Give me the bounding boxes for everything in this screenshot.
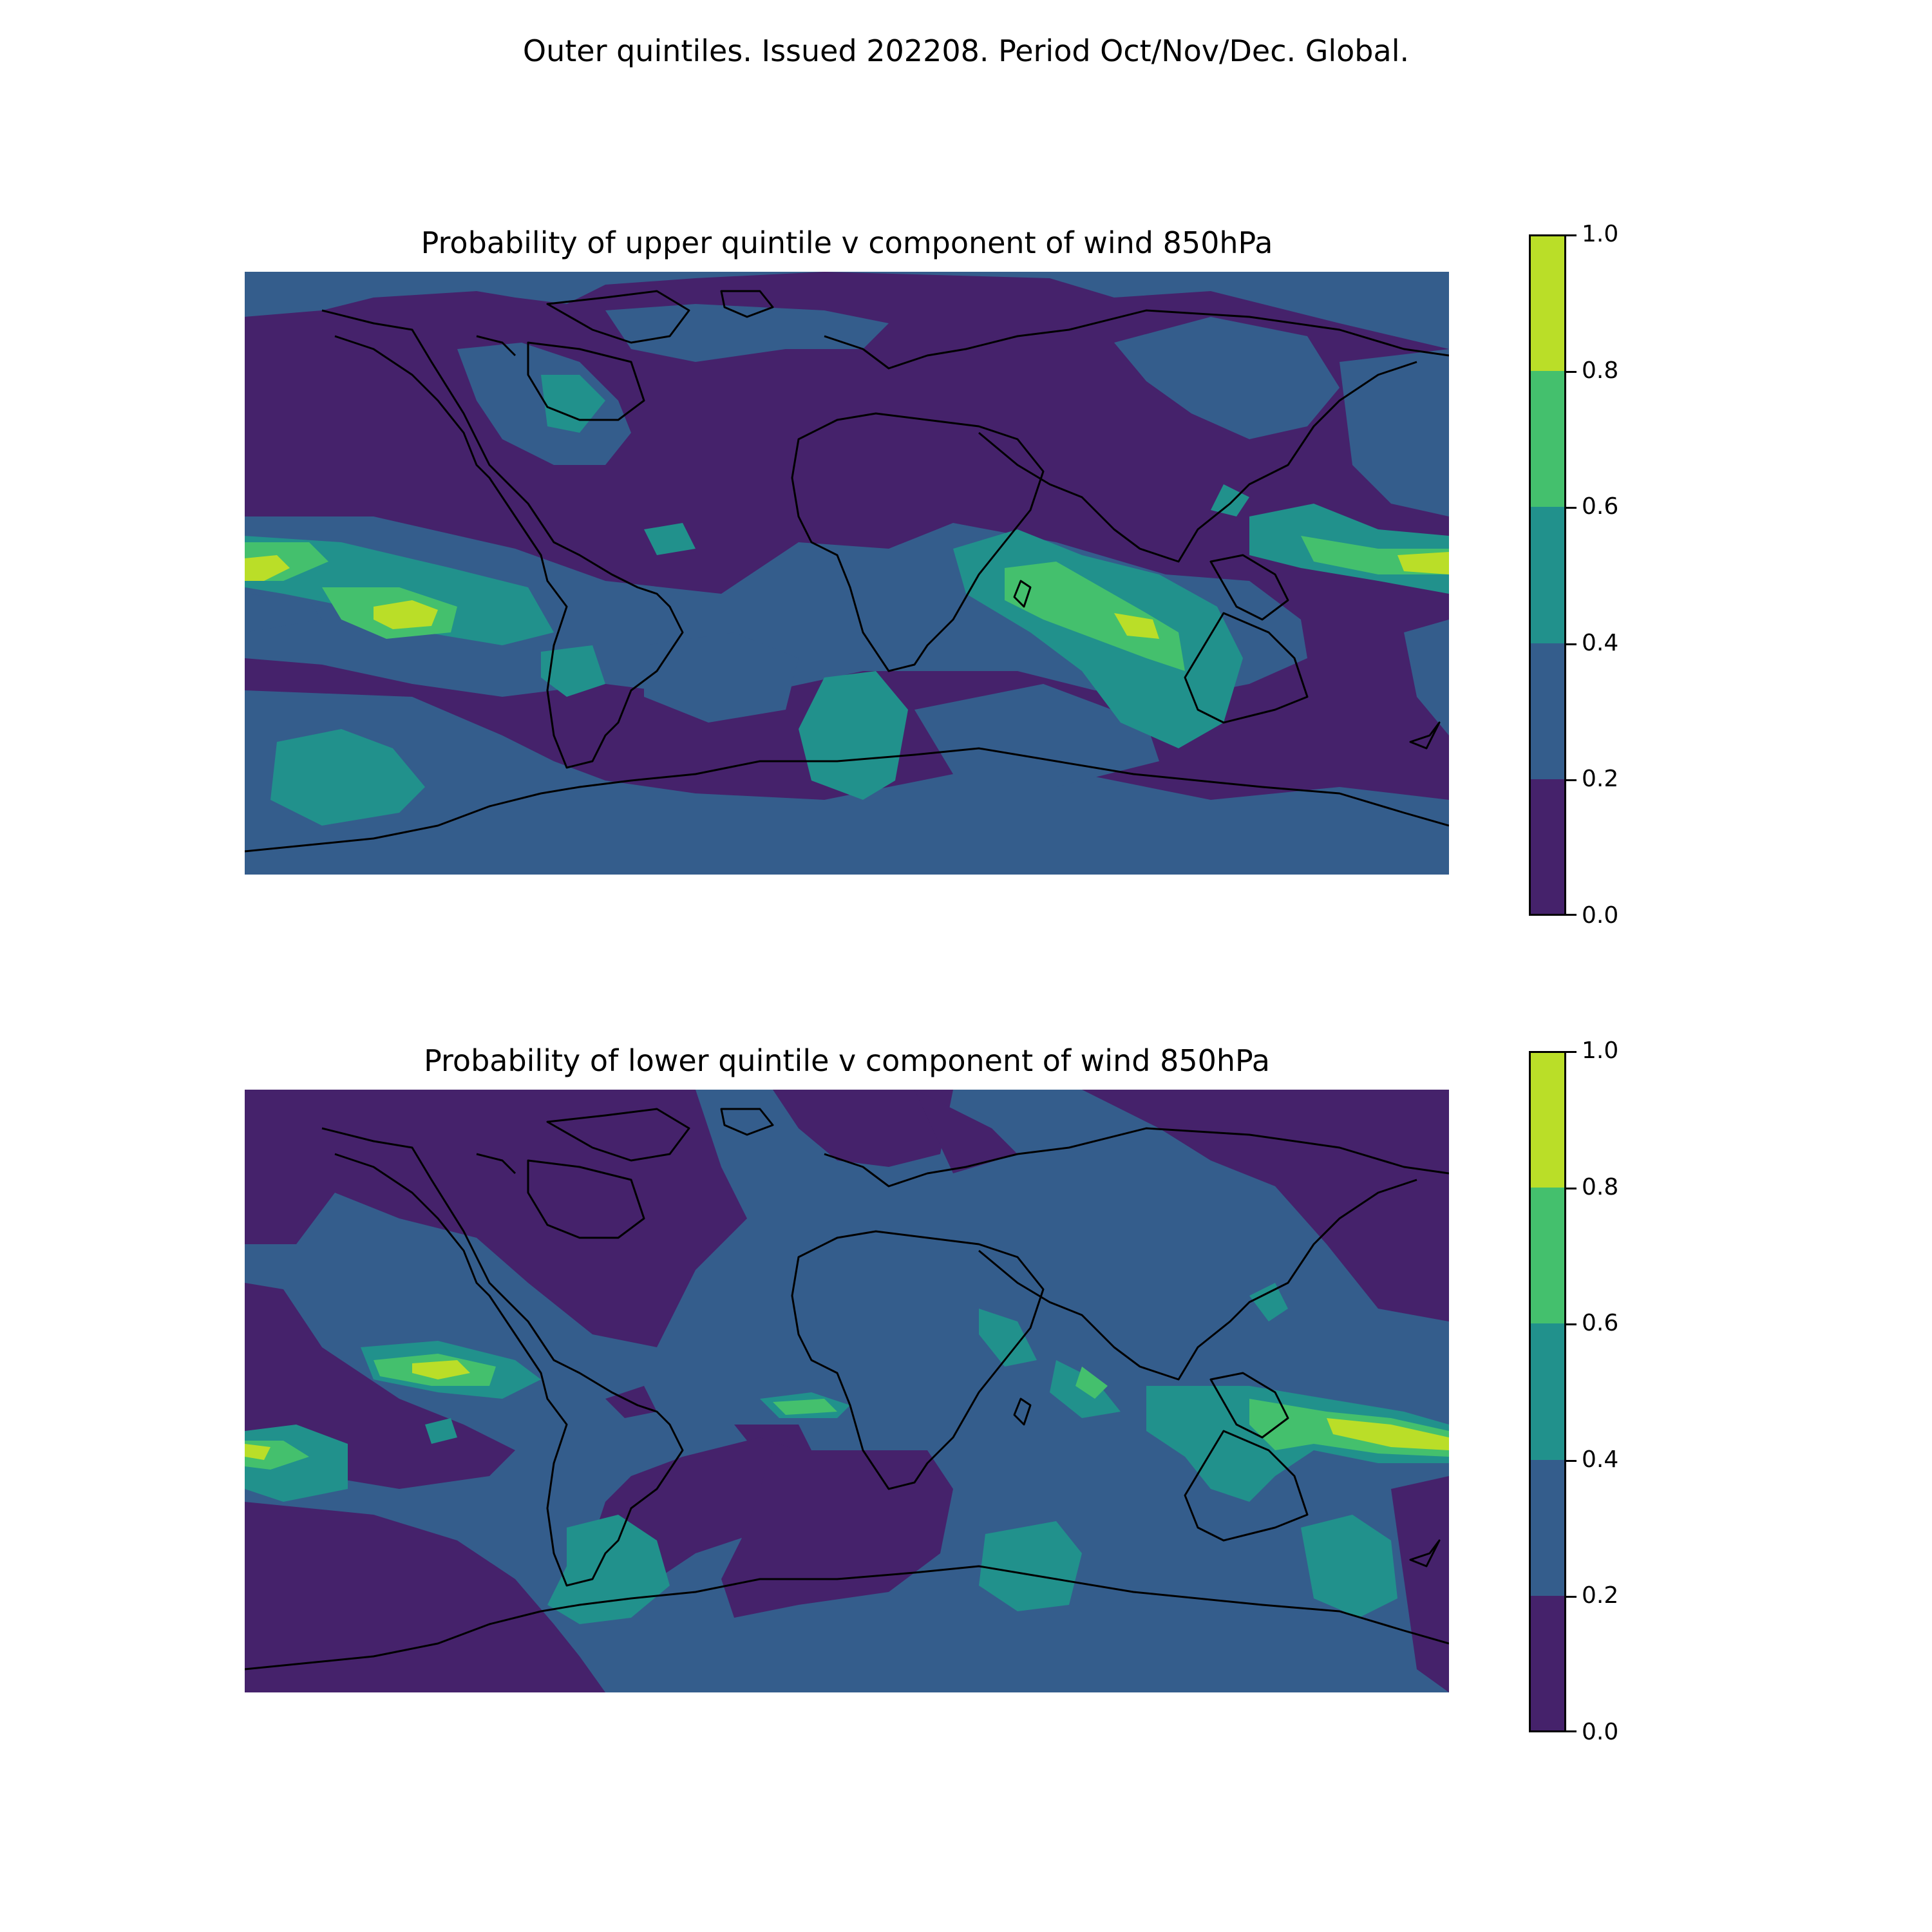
lower-map-colorbar: 1.0 0.8 0.6 0.4 0.2 0.0 (1529, 1038, 1618, 1745)
probability-field-02-04 (245, 272, 1449, 875)
lower-quintile-map-title: Probability of lower quintile v componen… (424, 1043, 1270, 1078)
colorbar-tick (1566, 779, 1577, 782)
colorbar-bin-08-10 (1529, 1051, 1566, 1188)
colorbar-bin-06-08 (1529, 370, 1566, 507)
colorbar-tick (1566, 1187, 1577, 1189)
colorbar-tick-label: 0.6 (1582, 1310, 1619, 1337)
colorbar-bin-08-10 (1529, 234, 1566, 371)
colorbar-tick (1566, 370, 1577, 373)
colorbar-tick-label: 0.0 (1582, 902, 1619, 929)
colorbar-tick (1566, 1051, 1577, 1053)
coastlines (245, 1108, 1449, 1671)
colorbar-bin-06-08 (1529, 1187, 1566, 1324)
upper-quintile-map-title: Probability of upper quintile v componen… (421, 225, 1273, 260)
colorbar-tick-label: 0.4 (1582, 1446, 1619, 1473)
upper-map-colorbar: 1.0 0.8 0.6 0.4 0.2 0.0 (1529, 222, 1618, 929)
probability-field-00-02 (245, 1090, 1449, 1692)
colorbar-tick (1566, 643, 1577, 645)
colorbar-bin-00-02 (1529, 779, 1566, 916)
probability-field-08-10 (245, 552, 1449, 639)
colorbar-tick-label: 1.0 (1582, 1037, 1619, 1064)
colorbar-tick-label: 0.6 (1582, 493, 1619, 520)
colorbar-bin-04-06 (1529, 507, 1566, 643)
figure-title: Outer quintiles. Issued 202208. Period O… (522, 33, 1410, 68)
colorbar-tick-label: 0.0 (1582, 1719, 1619, 1745)
coastlines (245, 290, 1449, 853)
colorbar-tick (1566, 914, 1577, 916)
colorbar-tick (1566, 507, 1577, 509)
colorbar-bin-04-06 (1529, 1323, 1566, 1460)
colorbar-bin-02-04 (1529, 643, 1566, 780)
colorbar-tick-label: 0.2 (1582, 1582, 1619, 1609)
colorbar-frame (1529, 234, 1566, 916)
probability-field-08-10 (245, 1360, 1449, 1460)
colorbar-tick (1566, 234, 1577, 236)
colorbar-tick (1566, 1730, 1577, 1732)
colorbar-tick-label: 0.4 (1582, 629, 1619, 656)
colorbar-frame (1529, 1051, 1566, 1732)
colorbar-bin-02-04 (1529, 1459, 1566, 1596)
colorbar-tick-label: 0.8 (1582, 357, 1619, 384)
colorbar-tick (1566, 1459, 1577, 1462)
upper-quintile-probability-map (245, 272, 1449, 875)
colorbar-bin-00-02 (1529, 1596, 1566, 1732)
colorbar-tick-label: 1.0 (1582, 221, 1619, 247)
colorbar-tick-label: 0.8 (1582, 1173, 1619, 1200)
colorbar-tick (1566, 1323, 1577, 1326)
colorbar-tick-label: 0.2 (1582, 766, 1619, 793)
colorbar-tick (1566, 1596, 1577, 1598)
lower-quintile-probability-map (245, 1090, 1449, 1692)
